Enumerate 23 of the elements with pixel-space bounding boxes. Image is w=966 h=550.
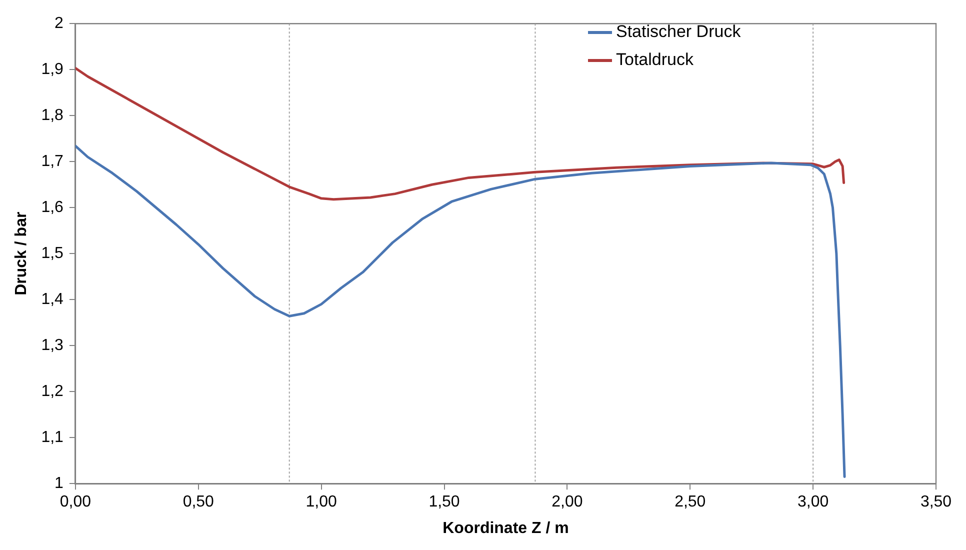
y-tick-label: 2 bbox=[54, 15, 64, 32]
x-tick-label: 2,00 bbox=[552, 494, 583, 511]
x-tick-label: 0,00 bbox=[60, 494, 92, 511]
y-tick-label: 1,4 bbox=[41, 291, 64, 308]
x-tick-label: 1,50 bbox=[428, 494, 460, 511]
y-axis-title: Druck / bar bbox=[13, 212, 30, 296]
y-tick-label: 1,5 bbox=[41, 245, 64, 262]
y-tick-label: 1,1 bbox=[41, 429, 64, 446]
x-tick-label: 0,50 bbox=[182, 494, 214, 511]
x-tick-label: 1,00 bbox=[306, 494, 337, 511]
x-tick-label: 3,00 bbox=[797, 494, 829, 511]
y-tick-label: 1,9 bbox=[41, 61, 64, 78]
y-tick-label: 1,7 bbox=[41, 153, 64, 170]
y-tick-label: 1 bbox=[54, 475, 64, 492]
legend-label: Statischer Druck bbox=[616, 22, 741, 42]
y-tick-label: 1,3 bbox=[41, 337, 64, 354]
legend-label: Totaldruck bbox=[616, 50, 694, 70]
y-tick-label: 1,8 bbox=[41, 107, 64, 124]
x-tick-label: 2,50 bbox=[674, 494, 706, 511]
y-tick-label: 1,2 bbox=[41, 383, 64, 400]
y-tick-label: 1,6 bbox=[41, 199, 64, 216]
x-tick-label: 3,50 bbox=[920, 494, 952, 511]
x-axis-title: Koordinate Z / m bbox=[442, 520, 569, 537]
